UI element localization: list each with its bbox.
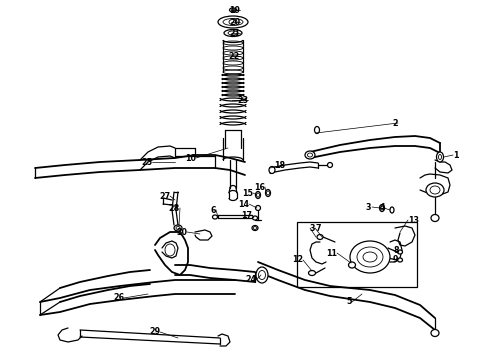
Text: 22: 22 (229, 51, 240, 60)
Ellipse shape (305, 151, 315, 159)
Text: 6: 6 (211, 206, 216, 215)
Text: 1: 1 (453, 150, 459, 159)
Text: 19: 19 (229, 5, 240, 14)
Ellipse shape (224, 30, 242, 36)
Ellipse shape (350, 241, 390, 273)
Text: 16: 16 (254, 183, 265, 192)
Ellipse shape (315, 126, 319, 134)
Text: 12: 12 (292, 256, 303, 265)
Text: 18: 18 (274, 161, 285, 170)
Ellipse shape (363, 252, 377, 262)
Ellipse shape (255, 192, 261, 198)
Text: 4: 4 (380, 202, 386, 212)
Ellipse shape (252, 225, 258, 230)
Ellipse shape (317, 234, 323, 239)
Text: 30: 30 (176, 228, 187, 237)
Bar (297, 222, 417, 287)
Text: 28: 28 (169, 203, 180, 212)
Ellipse shape (357, 247, 383, 267)
Ellipse shape (430, 186, 440, 194)
Text: 3: 3 (310, 224, 316, 233)
Ellipse shape (381, 206, 384, 210)
Text: 2: 2 (392, 118, 398, 127)
Ellipse shape (213, 215, 218, 219)
Ellipse shape (256, 193, 260, 197)
Ellipse shape (308, 153, 313, 157)
Ellipse shape (229, 19, 237, 24)
Ellipse shape (266, 189, 270, 197)
Ellipse shape (390, 207, 394, 213)
Ellipse shape (259, 270, 266, 279)
Ellipse shape (348, 262, 356, 268)
Ellipse shape (223, 18, 243, 26)
Ellipse shape (231, 9, 235, 11)
Ellipse shape (327, 162, 333, 167)
Text: 26: 26 (113, 293, 124, 302)
Ellipse shape (252, 216, 258, 220)
Text: 23: 23 (237, 95, 248, 104)
Ellipse shape (229, 8, 237, 12)
Text: 17: 17 (241, 211, 252, 220)
Ellipse shape (431, 329, 439, 337)
Ellipse shape (309, 270, 316, 275)
Ellipse shape (256, 267, 268, 283)
Text: 27: 27 (159, 192, 170, 201)
Text: 5: 5 (346, 297, 352, 306)
Ellipse shape (218, 16, 248, 28)
Ellipse shape (174, 225, 182, 231)
Ellipse shape (397, 250, 402, 254)
Text: 10: 10 (185, 153, 196, 162)
Text: 29: 29 (149, 328, 160, 337)
Text: 3: 3 (366, 202, 371, 212)
Ellipse shape (269, 166, 275, 174)
Ellipse shape (431, 215, 439, 221)
Text: 8: 8 (393, 246, 399, 255)
Text: 24: 24 (245, 275, 256, 284)
Ellipse shape (255, 206, 261, 211)
Ellipse shape (176, 226, 180, 230)
Text: 13: 13 (408, 216, 419, 225)
Ellipse shape (379, 204, 385, 212)
Text: 21: 21 (229, 28, 240, 37)
Text: 9: 9 (393, 255, 398, 264)
Ellipse shape (439, 154, 441, 159)
Text: 20: 20 (229, 18, 240, 27)
Ellipse shape (267, 191, 270, 195)
Text: 25: 25 (141, 158, 152, 166)
Text: 7: 7 (315, 224, 320, 233)
Text: 15: 15 (242, 189, 253, 198)
Ellipse shape (437, 152, 443, 162)
Ellipse shape (397, 258, 402, 262)
Ellipse shape (165, 244, 175, 256)
Ellipse shape (228, 31, 238, 35)
Ellipse shape (426, 183, 444, 197)
Text: 11: 11 (326, 248, 337, 257)
Text: 14: 14 (238, 199, 249, 208)
Ellipse shape (253, 226, 256, 230)
